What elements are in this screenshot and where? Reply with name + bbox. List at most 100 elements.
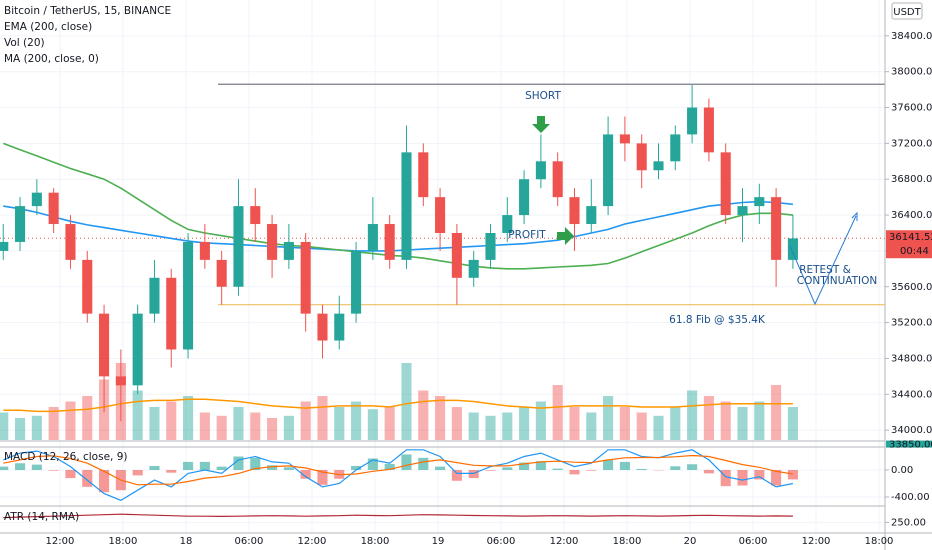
x-tick-label: 18:00 (361, 536, 390, 547)
candle-body (586, 206, 597, 225)
volume-bar (435, 396, 446, 440)
y-tick-label: 36800.00 (891, 174, 932, 185)
macd-histogram (636, 468, 647, 470)
candle-body (283, 241, 294, 260)
macd-histogram (468, 469, 479, 479)
volume-bar (720, 401, 731, 440)
macd-histogram (15, 463, 26, 470)
grid (0, 0, 885, 533)
volume-bar (216, 415, 227, 440)
candle-body (603, 134, 614, 207)
candle-body (250, 206, 261, 225)
macd-histogram (132, 469, 143, 476)
candle-body (619, 134, 630, 144)
macd-histogram (183, 461, 194, 470)
volume-bar (619, 407, 630, 440)
volume-bar (451, 407, 462, 440)
atr-title: ATR (14, RMA) (4, 511, 79, 523)
volume-bar (687, 390, 698, 440)
macd-histogram (233, 456, 244, 470)
macd-histogram (754, 469, 765, 480)
x-tick-label: 19 (432, 536, 445, 547)
volume-bar (670, 407, 681, 440)
y-tick-label: 36400.00 (891, 210, 932, 221)
candle-body (0, 241, 9, 251)
volume-bar (771, 385, 782, 440)
x-tick-label: 18:00 (613, 536, 642, 547)
macd-histogram (771, 469, 782, 486)
currency-box (891, 2, 923, 20)
macd-histogram (216, 466, 227, 470)
volume-bar (351, 401, 362, 440)
volume-bar (15, 418, 26, 440)
volume-bar (485, 415, 496, 440)
macd-histogram (267, 465, 278, 470)
volume-bar (569, 407, 580, 440)
macd-histogram (351, 465, 362, 470)
volume-bar (48, 407, 59, 440)
x-tick-label: 06:00 (235, 536, 264, 547)
macd-histogram (283, 467, 294, 470)
candle-body (502, 215, 513, 233)
y-tick-label: 0.00 (891, 465, 913, 476)
candle-body (485, 232, 496, 260)
signal-line (3, 454, 793, 486)
candle-body (149, 277, 160, 314)
annotation: PROFIT (508, 229, 546, 241)
macd-histogram (670, 466, 681, 470)
macd-histogram (535, 461, 546, 470)
macd-histogram (65, 469, 76, 479)
y-tick-label: 34400.00 (891, 389, 932, 400)
candle-body (754, 197, 765, 207)
volume-bar (636, 412, 647, 440)
candle-body (65, 224, 76, 260)
macd-histogram (0, 466, 9, 470)
volume-bar (132, 390, 143, 440)
candle-body (300, 241, 311, 314)
candle-body (468, 259, 479, 278)
x-tick-label: 06:00 (487, 536, 516, 547)
volume-bar (317, 396, 328, 440)
candle-body (535, 161, 546, 180)
macd-histogram (166, 469, 177, 473)
annotation: RETEST & (799, 264, 851, 276)
profit-arrow (557, 227, 574, 245)
volume-bar (334, 407, 345, 440)
y-tick-label: 38400.00 (891, 31, 932, 42)
candle-body (401, 152, 412, 260)
candle-body (451, 232, 462, 278)
macd-histogram (519, 462, 530, 470)
projection-path (789, 215, 857, 306)
macd-histogram (451, 469, 462, 481)
volume-bar (31, 415, 42, 440)
candle-body (99, 313, 110, 377)
macd-histogram (99, 469, 110, 493)
last-price-box (886, 230, 932, 259)
volume-bar (149, 407, 160, 440)
candle-body (31, 192, 42, 207)
countdown-label: 00:44 (900, 246, 929, 257)
candle-body (48, 192, 59, 225)
volume-bar (65, 401, 76, 440)
volume-bar (603, 396, 614, 440)
x-tick-label: 12:00 (46, 536, 75, 547)
candle-body (687, 107, 698, 135)
volume-bar (502, 412, 513, 440)
macd-title: MACD (12, 26, close, 9) (4, 451, 127, 463)
macd-histogram (485, 469, 496, 471)
volume-bar (754, 401, 765, 440)
y-tick-label: 34000.00 (891, 425, 932, 436)
macd-histogram (250, 457, 261, 470)
y-tick-label: 35600.00 (891, 282, 932, 293)
volume-bar (401, 363, 412, 440)
candle-body (166, 277, 177, 350)
y-tick-label: 250.00 (891, 517, 926, 528)
candle-body (367, 224, 378, 251)
candle-body (771, 197, 782, 260)
annotation: CONTINUATION (797, 275, 878, 287)
short-arrow (532, 116, 550, 133)
candle-body (199, 241, 210, 260)
candle-body (334, 313, 345, 341)
y-tick-label: 37200.00 (891, 138, 932, 149)
x-tick-label: 06:00 (739, 536, 768, 547)
